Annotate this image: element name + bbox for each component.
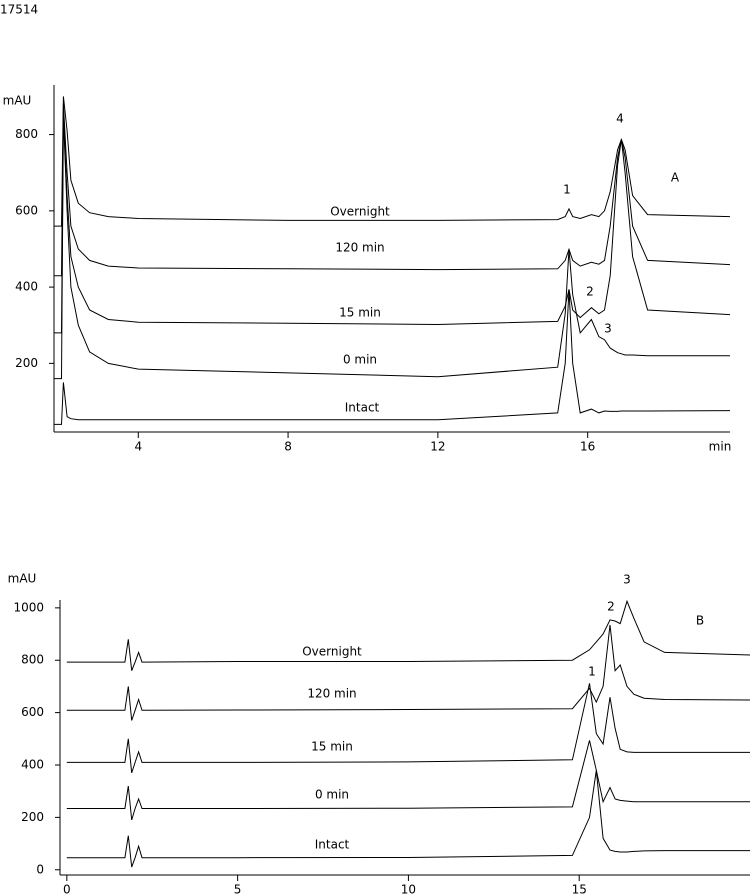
y-axis-label: mAU	[3, 94, 32, 108]
y-axis-label: mAU	[8, 572, 37, 586]
trace	[66, 740, 750, 821]
panel-label: A	[671, 171, 680, 185]
trace	[54, 104, 731, 277]
x-axis-label: min	[709, 440, 732, 454]
peak-label: 2	[607, 600, 615, 614]
x-tick-label: 0	[63, 883, 71, 894]
trace	[54, 289, 731, 425]
x-tick-label: 16	[580, 440, 595, 454]
peak-label: 1	[563, 183, 571, 197]
trace-label: 0 min	[343, 353, 377, 367]
x-tick-label: 10	[401, 883, 416, 894]
trace	[66, 599, 750, 671]
y-tick-label: 200	[21, 810, 44, 824]
peak-label: 3	[623, 573, 631, 587]
y-tick-label: 800	[21, 653, 44, 667]
x-tick-label: 5	[234, 883, 242, 894]
y-tick-label: 400	[21, 758, 44, 772]
x-tick-label: 15	[572, 883, 587, 894]
peak-label: 2	[586, 285, 594, 299]
trace-label: 15 min	[339, 306, 381, 320]
x-tick-label: 12	[430, 440, 445, 454]
trace	[54, 115, 730, 380]
trace-label: Intact	[315, 838, 350, 852]
panel-label: B	[696, 614, 704, 628]
trace-label: Overnight	[302, 645, 362, 659]
trace	[66, 624, 750, 721]
trace-label: Overnight	[330, 205, 390, 219]
peak-label: 4	[616, 112, 624, 126]
y-tick-label: 200	[15, 356, 38, 370]
y-tick-label: 600	[21, 705, 44, 719]
trace	[66, 683, 750, 774]
trace-label: 0 min	[315, 788, 349, 802]
peak-label: 1	[588, 665, 596, 679]
peak-label: 3	[604, 322, 612, 336]
y-tick-label: 0	[36, 862, 44, 876]
y-tick-label: 800	[15, 127, 38, 141]
trace-label: Intact	[345, 401, 380, 415]
y-tick-label: 1000	[13, 600, 44, 614]
trace-label: 120 min	[335, 241, 384, 255]
y-tick-label: 600	[15, 203, 38, 217]
x-tick-label: 8	[284, 440, 292, 454]
figure-id: 17514	[0, 3, 38, 17]
trace-label: 120 min	[307, 687, 356, 701]
trace-label: 15 min	[311, 740, 353, 754]
trace	[54, 115, 731, 334]
y-tick-label: 400	[15, 280, 38, 294]
x-tick-label: 4	[134, 440, 142, 454]
trace	[66, 770, 750, 868]
